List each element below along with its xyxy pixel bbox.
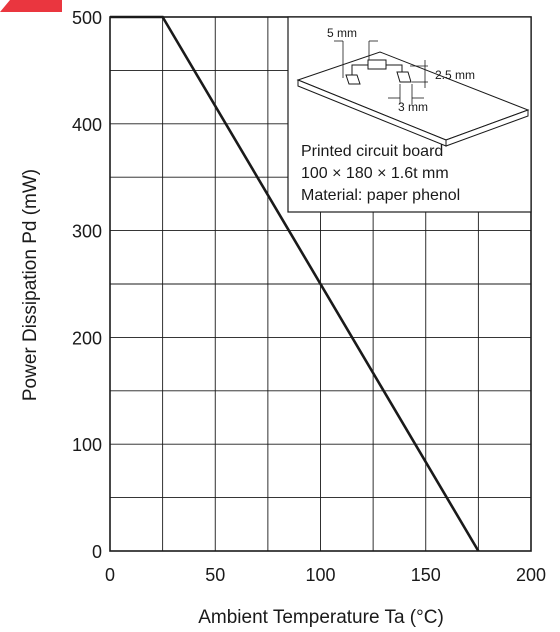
y-tick-label: 400 [72, 115, 102, 135]
y-tick-label: 0 [92, 542, 102, 562]
right-pad-icon [396, 71, 412, 83]
x-tick-label: 0 [105, 565, 115, 585]
y-tick-label: 300 [72, 222, 102, 242]
x-tick-label: 150 [411, 565, 441, 585]
x-axis-label: Ambient Temperature Ta (°C) [198, 607, 444, 628]
inset-line-2: 100 × 180 × 1.6t mm [301, 165, 449, 182]
inset-line-3: Material: paper phenol [301, 187, 460, 204]
component-body-icon [367, 59, 387, 70]
x-tick-label: 100 [305, 565, 335, 585]
y-tick-labels: 0 100 200 300 400 500 [72, 8, 102, 562]
inset-line-1: Printed circuit board [301, 143, 443, 160]
dim-pad-width: 3 mm [398, 100, 428, 114]
dim-pad-height: 2.5 mm [435, 68, 475, 82]
inset-box: 5 mm 2.5 mm 3 mm Printed circuit board 1… [287, 16, 532, 213]
x-tick-label: 50 [205, 565, 225, 585]
pcb-left-edge [297, 79, 447, 147]
y-tick-label: 500 [72, 8, 102, 28]
derating-line [110, 15, 480, 552]
series-group [110, 15, 480, 552]
x-tick-labels: 0 50 100 150 200 [105, 565, 546, 585]
dim-lead-spacing: 5 mm [327, 26, 357, 40]
left-lead [351, 64, 368, 76]
y-tick-label: 100 [72, 435, 102, 455]
y-tick-label: 200 [72, 328, 102, 348]
left-pad-icon [345, 74, 361, 85]
pcb-illustration: 5 mm 2.5 mm 3 mm [296, 26, 530, 147]
y-axis-label: Power Dissipation Pd (mW) [20, 169, 41, 401]
corner-mark-icon [0, 0, 62, 12]
x-tick-label: 200 [516, 565, 546, 585]
